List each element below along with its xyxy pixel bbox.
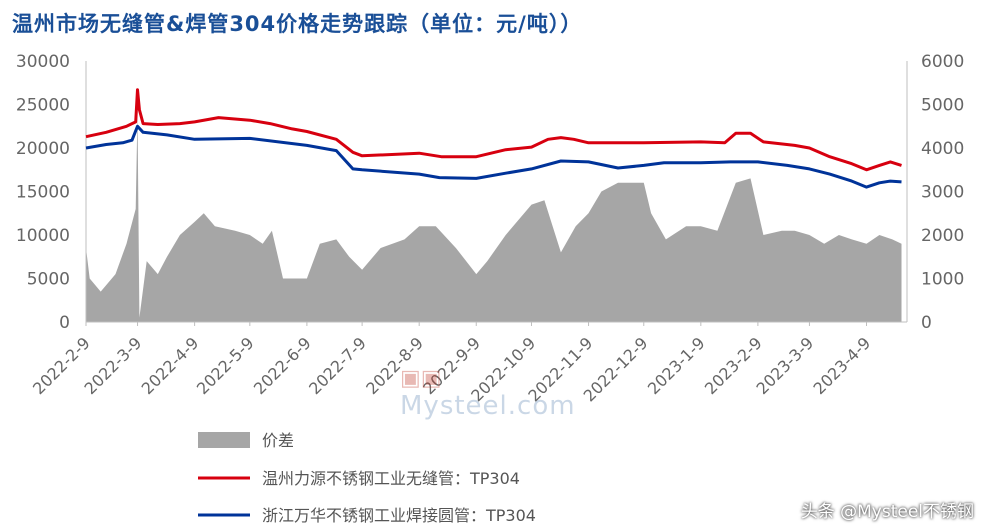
y-right-tick-label: 1000 [921, 270, 964, 290]
y-right-tick-label: 2000 [921, 226, 964, 246]
y-right-tick-label: 5000 [921, 96, 964, 116]
y-right-tick-label: 4000 [921, 139, 964, 159]
x-tick-label: 2023-1-9 [644, 333, 709, 398]
source-watermark: 头条 @Mysteel不锈钢 [800, 502, 974, 522]
series-welded-line [85, 124, 902, 189]
series-spread-area [86, 113, 902, 322]
x-tick-label: 2023-3-9 [752, 333, 817, 398]
x-tick-label: 2022-4-9 [138, 333, 203, 398]
y-right-tick-label: 6000 [921, 52, 964, 72]
series-seamless-line [85, 88, 902, 172]
y-right-tick-label: 0 [921, 313, 932, 333]
legend-label-welded: 浙江万华不锈钢工业焊接圆管：TP304 [262, 506, 536, 525]
y-left-tick-label: 25000 [16, 96, 70, 116]
x-tick-label: 2022-6-9 [250, 333, 315, 398]
mysteel-watermark: ▣▣ Mysteel.com [400, 366, 576, 421]
y-left-tick-label: 5000 [27, 270, 70, 290]
y-left-tick-label: 30000 [16, 52, 70, 72]
legend-label-spread: 价差 [262, 431, 294, 450]
legend-swatch-spread [198, 432, 250, 448]
chart-title: 温州市场无缝管&焊管304价格走势跟踪（单位：元/吨）） [12, 12, 583, 36]
mysteel-logo-icon: ▣▣ [400, 366, 442, 391]
mysteel-watermark-text: Mysteel.com [400, 391, 576, 421]
y-left-tick-label: 20000 [16, 139, 70, 159]
y-right-tick-label: 3000 [921, 183, 964, 203]
x-tick-label: 2023-4-9 [810, 333, 875, 398]
legend: 价差 温州力源不锈钢工业无缝管：TP304 浙江万华不锈钢工业焊接圆管：TP30… [198, 431, 536, 525]
axes-layer: 0 5000 10000 15000 20000 25000 30000 0 1000 2000 3… [16, 52, 964, 405]
x-tick-label: 2022-5-9 [193, 333, 258, 398]
x-tick-label: 2022-3-9 [81, 333, 146, 398]
y-left-tick-label: 10000 [16, 226, 70, 246]
y-left-tick-label: 0 [59, 313, 70, 333]
y-left-tick-label: 15000 [16, 183, 70, 203]
spread-area-layer [86, 113, 902, 322]
legend-label-seamless: 温州力源不锈钢工业无缝管：TP304 [262, 469, 520, 488]
x-tick-label: 2022-7-9 [305, 333, 370, 398]
price-lines-layer [85, 88, 902, 189]
